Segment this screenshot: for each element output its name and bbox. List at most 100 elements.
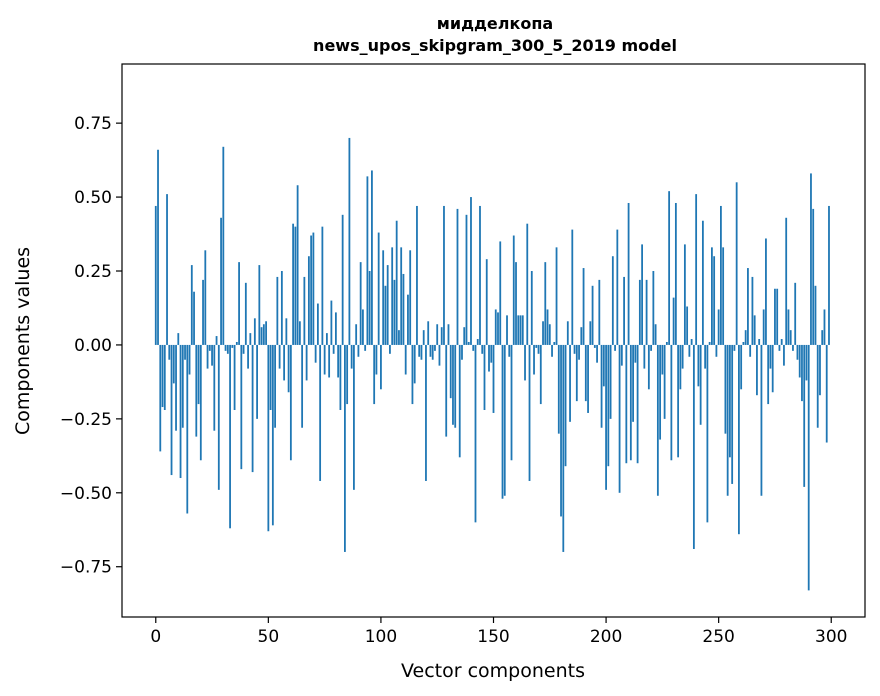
bar-component-49 — [265, 321, 267, 345]
bar-component-37 — [238, 262, 240, 345]
bar-component-271 — [765, 238, 767, 345]
bar-component-22 — [204, 250, 207, 345]
bar-component-149 — [490, 344, 493, 363]
bar-component-79 — [332, 344, 335, 354]
bar-component-25 — [211, 344, 213, 366]
bar-component-284 — [794, 282, 797, 345]
bar-component-141 — [472, 344, 475, 351]
y-tick-label: 0.00 — [74, 336, 112, 356]
bar-component-203 — [611, 256, 614, 345]
bar-component-212 — [632, 344, 634, 422]
bar-component-291 — [810, 173, 812, 345]
bar-component-73 — [319, 344, 322, 481]
bar-component-278 — [780, 339, 783, 345]
bar-component-135 — [458, 344, 461, 458]
bar-component-167 — [530, 271, 533, 345]
bar-component-183 — [566, 321, 569, 345]
bar-component-131 — [449, 344, 452, 399]
bar-component-60 — [289, 344, 292, 461]
bar-component-293 — [814, 285, 817, 345]
bar-component-122 — [429, 344, 432, 357]
bar-component-74 — [321, 226, 324, 345]
bar-component-43 — [251, 344, 254, 473]
bar-component-260 — [740, 344, 743, 390]
bar-component-84 — [344, 344, 346, 552]
bar-component-152 — [497, 312, 499, 345]
bar-component-40 — [244, 282, 247, 345]
bar-component-52 — [271, 344, 274, 526]
bar-component-262 — [744, 330, 747, 345]
bar-component-96 — [371, 170, 373, 345]
bar-component-126 — [438, 344, 441, 366]
bar-component-51 — [269, 344, 272, 410]
bar-component-50 — [267, 344, 270, 532]
bar-component-88 — [353, 344, 355, 490]
bar-component-259 — [738, 344, 740, 535]
bar-component-153 — [499, 241, 502, 345]
bar-component-118 — [420, 344, 423, 360]
bar-component-142 — [474, 344, 477, 523]
bar-component-299 — [828, 205, 830, 345]
bar-component-53 — [274, 344, 276, 428]
bar-component-78 — [330, 300, 333, 345]
bar-component-181 — [562, 344, 565, 552]
bar-component-31 — [224, 344, 227, 351]
bar-component-71 — [314, 344, 317, 363]
bar-component-136 — [461, 344, 463, 360]
x-tick-label: 50 — [258, 627, 280, 647]
bar-component-261 — [742, 341, 745, 345]
bar-component-38 — [240, 344, 243, 470]
bar-component-94 — [366, 176, 369, 345]
bar-component-177 — [553, 341, 556, 345]
bar-component-113 — [409, 250, 412, 345]
bar-component-274 — [771, 344, 774, 393]
y-axis-ticks: 0.75 0.50 0.25 0.00 −0.25 −0.50 −0.75 — [60, 114, 122, 578]
bar-component-202 — [609, 344, 612, 419]
bar-component-0 — [154, 205, 157, 345]
bar-component-35 — [233, 344, 236, 410]
bar-component-226 — [663, 344, 666, 419]
bar-component-154 — [501, 344, 504, 499]
bar-component-220 — [650, 344, 653, 351]
bar-component-252 — [722, 247, 725, 345]
x-axis-ticks: 0 50 100 150 200 250 300 — [150, 617, 847, 647]
bar-component-285 — [796, 344, 799, 360]
bar-component-157 — [508, 344, 511, 357]
bar-component-297 — [823, 309, 826, 345]
bar-component-92 — [362, 309, 364, 345]
bar-component-225 — [661, 344, 664, 375]
bar-component-275 — [774, 288, 776, 345]
bar-component-114 — [411, 344, 414, 405]
bar-component-80 — [334, 312, 337, 345]
bar-component-192 — [587, 344, 589, 413]
bar-component-243 — [701, 220, 704, 345]
y-tick-label: 0.75 — [74, 114, 112, 134]
chart-title-line-1: мидделкопа — [437, 14, 553, 33]
bar-component-242 — [699, 344, 702, 425]
bar-component-236 — [686, 306, 689, 345]
bar-component-93 — [364, 344, 367, 351]
bar-component-245 — [706, 344, 709, 523]
bar-component-139 — [467, 341, 470, 345]
bar-component-59 — [287, 344, 290, 393]
bar-component-223 — [656, 344, 659, 496]
bar-component-211 — [629, 344, 632, 461]
bar-component-17 — [193, 291, 195, 345]
bar-component-48 — [262, 324, 265, 345]
bar-component-85 — [346, 344, 349, 405]
bar-component-216 — [641, 244, 643, 345]
bar-component-146 — [483, 344, 486, 410]
bar-component-124 — [434, 344, 436, 351]
bar-component-23 — [206, 344, 209, 369]
bar-component-196 — [596, 344, 598, 363]
bar-component-110 — [402, 273, 405, 345]
bar-component-233 — [679, 344, 682, 390]
bar-component-65 — [301, 344, 304, 428]
bar-component-11 — [179, 344, 182, 479]
bar-component-145 — [481, 344, 484, 354]
bar-component-263 — [747, 268, 749, 345]
bar-component-70 — [312, 232, 315, 345]
bar-component-194 — [591, 285, 594, 345]
bar-component-75 — [323, 344, 326, 375]
bar-component-173 — [544, 262, 547, 345]
